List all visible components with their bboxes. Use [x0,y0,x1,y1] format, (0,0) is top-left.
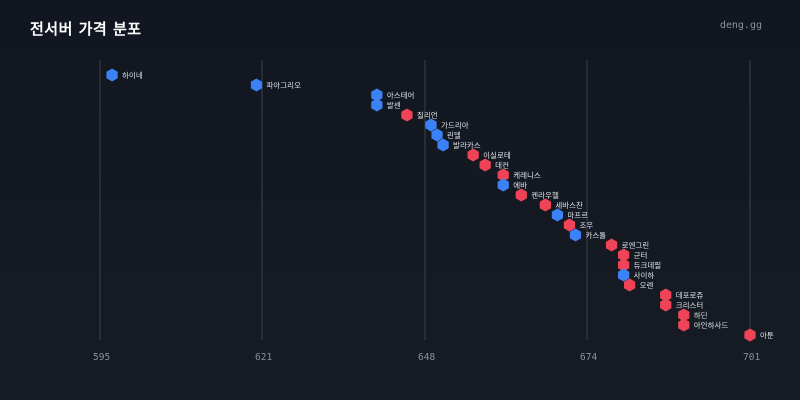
data-point-label: 에바 [513,180,527,190]
x-axis-ticks: 595 621 648 674 701 [93,352,760,363]
data-point-label: 데포로쥬 [676,291,704,300]
data-point-marker[interactable] [497,178,509,192]
data-point-marker[interactable] [479,158,491,172]
data-point-marker[interactable] [431,128,443,142]
data-point-label: 크리스터 [676,301,704,310]
data-point-label: 케레니스 [513,171,541,180]
data-point-label: 듀크데필 [634,260,662,270]
data-point-marker[interactable] [515,188,527,202]
data-point-label: 마프르 [567,211,588,220]
x-tick-label: 701 [743,352,760,363]
data-point-label: 카스톨 [585,231,606,240]
data-point-label: 질리언 [417,110,438,120]
data-point-marker[interactable] [371,88,383,102]
data-point-marker[interactable] [617,248,630,262]
data-point-label: 사이하 [634,270,655,280]
data-point-label: 로엔그린 [622,240,650,250]
data-point-label: 켄라우헬 [531,190,559,200]
data-point-marker[interactable] [250,78,263,92]
data-point-marker[interactable] [467,148,479,162]
data-point-marker[interactable] [551,208,564,222]
points-layer: 하이네파아그리오아스테어발센질리언가드리아린델발라카스이실로테데컨케레니스에바켄… [106,68,774,342]
data-point-marker[interactable] [678,318,690,332]
data-point-label: 하딘 [694,310,708,320]
data-point-label: 가드리아 [441,120,469,130]
data-point-label: 세바스찬 [555,200,583,210]
data-point-marker[interactable] [605,238,618,252]
x-tick-label: 648 [418,352,435,363]
x-tick-label: 674 [580,352,597,363]
data-point-marker[interactable] [497,168,509,182]
data-point-marker[interactable] [401,108,413,122]
data-point-marker[interactable] [660,298,672,312]
data-point-marker[interactable] [106,68,118,82]
data-point-label: 파아그리오 [266,80,301,90]
data-point-marker[interactable] [569,228,582,242]
x-tick-label: 595 [93,352,110,363]
data-point-label: 발라카스 [453,141,481,150]
data-point-label: 조우 [579,221,593,230]
data-point-marker[interactable] [371,98,383,112]
data-point-label: 아인하사드 [694,320,729,330]
data-point-marker[interactable] [617,268,630,282]
data-point-label: 아툰 [760,330,774,340]
data-point-label: 하이네 [122,70,143,80]
data-point-marker[interactable] [539,198,551,212]
page-title: 전서버 가격 분포 [30,20,142,38]
data-point-label: 군터 [634,251,648,260]
data-point-label: 발센 [387,100,401,110]
data-point-label: 린델 [447,130,461,140]
data-point-label: 오렌 [640,280,654,290]
data-point-marker[interactable] [617,258,630,272]
data-point-label: 아스테어 [387,90,415,100]
data-point-marker[interactable] [624,278,636,292]
data-point-marker[interactable] [437,138,449,152]
data-point-marker[interactable] [744,328,756,342]
data-point-marker[interactable] [425,118,437,132]
data-point-label: 데컨 [495,160,509,170]
data-point-label: 이실로테 [483,150,511,160]
x-tick-label: 621 [255,352,272,363]
site-watermark: deng.gg [719,20,762,31]
data-point-marker[interactable] [563,218,576,232]
data-point-marker[interactable] [678,308,690,322]
grid-layer [99,60,751,340]
data-point-marker[interactable] [660,288,672,302]
